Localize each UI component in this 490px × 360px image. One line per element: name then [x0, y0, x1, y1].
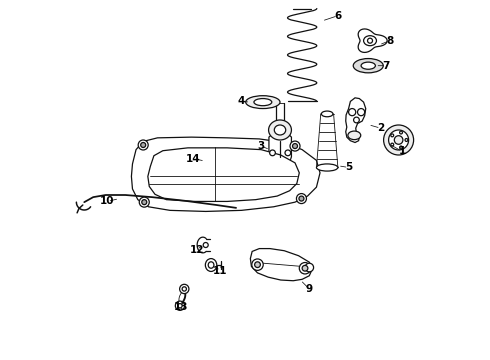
Text: 9: 9 — [306, 284, 313, 294]
Circle shape — [405, 139, 408, 141]
Circle shape — [203, 243, 208, 248]
Text: 12: 12 — [190, 245, 204, 255]
Polygon shape — [346, 98, 366, 143]
Circle shape — [368, 38, 372, 43]
Text: 11: 11 — [213, 266, 227, 276]
Circle shape — [358, 109, 365, 116]
Ellipse shape — [353, 59, 383, 73]
Polygon shape — [358, 29, 387, 53]
Circle shape — [182, 287, 186, 291]
Circle shape — [293, 144, 297, 149]
Ellipse shape — [269, 120, 292, 140]
Polygon shape — [250, 249, 312, 281]
Circle shape — [299, 196, 304, 201]
Polygon shape — [148, 148, 299, 202]
Text: 5: 5 — [345, 162, 352, 172]
Text: 13: 13 — [173, 302, 188, 312]
Circle shape — [141, 143, 146, 148]
Circle shape — [142, 200, 147, 204]
Circle shape — [296, 194, 306, 203]
Ellipse shape — [205, 258, 217, 271]
Circle shape — [389, 130, 409, 150]
Text: 3: 3 — [257, 141, 265, 151]
Text: 7: 7 — [382, 61, 390, 71]
Text: 1: 1 — [398, 147, 406, 157]
Circle shape — [255, 262, 260, 267]
Circle shape — [400, 146, 402, 149]
Circle shape — [305, 263, 314, 272]
Circle shape — [290, 141, 300, 151]
Circle shape — [348, 109, 356, 116]
Ellipse shape — [364, 36, 376, 46]
Circle shape — [391, 134, 393, 137]
Circle shape — [400, 131, 402, 134]
Circle shape — [394, 136, 403, 144]
Text: 14: 14 — [186, 154, 200, 163]
Text: 6: 6 — [334, 11, 342, 21]
Text: 2: 2 — [377, 123, 384, 133]
Ellipse shape — [361, 62, 375, 69]
Text: 10: 10 — [100, 197, 115, 206]
Circle shape — [302, 265, 308, 271]
Ellipse shape — [317, 164, 338, 171]
Circle shape — [270, 150, 275, 156]
Circle shape — [252, 259, 263, 270]
Ellipse shape — [254, 99, 272, 106]
Ellipse shape — [348, 131, 361, 140]
Ellipse shape — [274, 125, 286, 135]
Circle shape — [354, 117, 359, 123]
Text: 4: 4 — [238, 96, 245, 107]
Circle shape — [384, 125, 414, 155]
Ellipse shape — [208, 262, 214, 268]
Text: 8: 8 — [386, 36, 393, 46]
Circle shape — [178, 303, 182, 308]
Polygon shape — [269, 133, 292, 165]
Polygon shape — [131, 137, 320, 211]
Circle shape — [180, 284, 189, 294]
Circle shape — [175, 301, 185, 310]
Circle shape — [391, 143, 393, 146]
Circle shape — [285, 150, 291, 156]
Circle shape — [299, 262, 311, 274]
Circle shape — [139, 197, 149, 207]
Ellipse shape — [245, 96, 280, 109]
Ellipse shape — [321, 111, 333, 117]
Circle shape — [138, 140, 148, 150]
